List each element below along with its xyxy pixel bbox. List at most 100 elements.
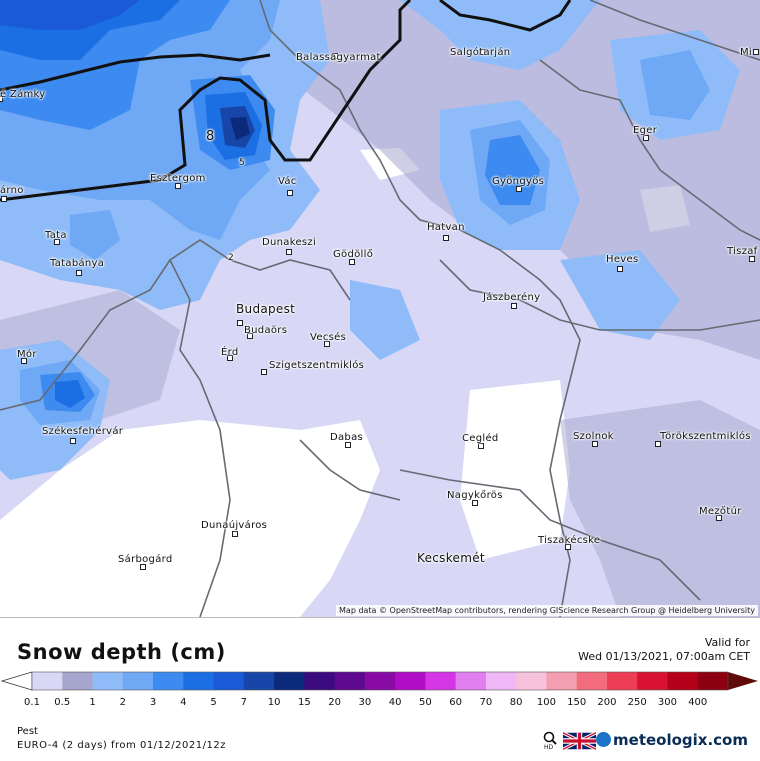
city-label[interactable]: Dunaújváros (201, 520, 268, 531)
city-label[interactable]: Vecsés (310, 332, 347, 343)
city-marker (227, 355, 233, 361)
scale-color-bin (667, 672, 699, 690)
contour-value-label: 8 (206, 129, 215, 144)
scale-tick-label: 0.1 (24, 697, 40, 708)
scale-tick-label: 3 (149, 697, 157, 708)
city-label[interactable]: Salgótarján (450, 47, 511, 58)
scale-tick-label: 4 (180, 697, 187, 708)
city-marker (70, 438, 76, 444)
valid-for-label: Valid for (704, 636, 750, 649)
scale-tick-label: 40 (388, 697, 402, 708)
brand-name: meteologix.com (613, 731, 748, 749)
contour-value-label: 2 (228, 253, 235, 263)
city-label[interactable]: Mór (17, 349, 37, 360)
city-label[interactable]: Sárbogárd (118, 554, 173, 565)
city-label[interactable]: Budapest (236, 302, 296, 316)
scale-tick-label: 7 (240, 697, 247, 708)
city-label[interactable]: Tiszakécske (538, 535, 601, 546)
logo-mark-icon (596, 732, 612, 747)
legend-title: Snow depth (cm) (17, 640, 226, 664)
scale-tick-label: 200 (597, 697, 617, 708)
city-marker (516, 186, 522, 192)
city-marker (261, 369, 267, 375)
scale-tick-label: 300 (657, 697, 678, 708)
city-label[interactable]: Mi (740, 47, 753, 58)
contour-value-label: 5 (239, 158, 246, 168)
scale-color-bin (606, 672, 638, 690)
city-label[interactable]: Eger (633, 125, 658, 136)
scale-color-bin (697, 672, 729, 690)
city-label[interactable]: Tiszaf (727, 246, 758, 257)
city-marker (175, 183, 181, 189)
scale-arrow-high (728, 672, 758, 690)
scale-tick-label: 100 (536, 697, 556, 708)
city-marker (472, 500, 478, 506)
city-label[interactable]: Jászberény (483, 292, 541, 303)
city-label[interactable]: Törökszentmiklós (660, 431, 751, 442)
city-label[interactable]: Kecskemét (417, 551, 485, 565)
city-label[interactable]: Érd (221, 347, 239, 358)
city-marker (286, 249, 292, 255)
city-marker (617, 266, 623, 272)
city-marker (54, 239, 60, 245)
map-attribution[interactable]: Map data © OpenStreetMap contributors, r… (336, 605, 758, 616)
city-marker (76, 270, 82, 276)
scale-color-bin (153, 672, 184, 690)
city-label[interactable]: Cegléd (462, 433, 499, 444)
scale-tick-label: 50 (419, 697, 432, 708)
scale-tick-label: 70 (479, 697, 493, 708)
city-marker (443, 235, 449, 241)
color-scale-bar (0, 671, 758, 691)
city-marker (21, 358, 27, 364)
city-label[interactable]: Szolnok (573, 431, 614, 442)
scale-tick-label: 250 (627, 697, 647, 708)
scale-tick-label: 0.5 (54, 697, 71, 708)
city-label[interactable]: Dunakeszi (262, 237, 317, 248)
scale-color-bin (183, 672, 215, 690)
city-label[interactable]: Vác (278, 176, 297, 187)
city-label[interactable]: árno (0, 185, 24, 196)
scale-color-bin (274, 672, 305, 690)
city-marker (287, 190, 293, 196)
city-label[interactable]: Gödöllő (333, 249, 374, 260)
scale-tick-label: 60 (449, 697, 463, 708)
city-label[interactable]: Tatabánya (50, 258, 105, 269)
city-label[interactable]: Heves (606, 254, 639, 265)
scale-color-bin (32, 672, 63, 690)
scale-tick-label: 400 (688, 697, 708, 708)
city-label[interactable]: Budaörs (244, 325, 288, 336)
hd-zoom-icon[interactable]: HD (543, 731, 559, 749)
map-shading (0, 0, 760, 617)
city-marker (324, 341, 330, 347)
city-marker (345, 442, 351, 448)
scale-tick-label: 10 (267, 697, 281, 708)
scale-color-bin (243, 672, 275, 690)
scale-arrow-low (0, 671, 33, 691)
city-label[interactable]: Tata (45, 230, 67, 241)
city-label[interactable]: Hatvan (427, 222, 465, 233)
city-label[interactable]: Nagykőrös (447, 490, 503, 501)
city-label[interactable]: Balassagyarmat (296, 52, 381, 63)
city-label[interactable]: Gyöngyös (492, 176, 545, 187)
city-marker (643, 135, 649, 141)
snow-depth-map[interactable]: Balassagyarmat Salgótarján Mi é Zámky Eger Es… (0, 0, 760, 617)
meteologix-logo[interactable]: meteologix.com (596, 731, 748, 749)
location-label: Pest (17, 726, 38, 737)
scale-tick-label: 150 (567, 697, 587, 708)
city-marker (1, 196, 7, 202)
scale-color-bin (334, 672, 366, 690)
city-label[interactable]: Dabas (330, 432, 364, 443)
city-label[interactable]: Esztergom (150, 173, 206, 184)
city-marker (716, 515, 722, 521)
model-run-label: EURO-4 (2 days) from 01/12/2021/12z (17, 740, 226, 751)
city-label[interactable]: Székesfehérvár (42, 426, 124, 437)
city-marker (479, 49, 485, 55)
city-marker (749, 256, 755, 262)
scale-tick-label: 2 (119, 697, 126, 708)
city-label[interactable]: Szigetszentmiklós (269, 360, 365, 371)
uk-flag-icon[interactable] (563, 732, 596, 750)
svg-text:HD: HD (544, 744, 554, 749)
city-label[interactable]: é Zámky (0, 89, 46, 100)
city-marker (511, 303, 517, 309)
city-label[interactable]: Mezőtúr (699, 506, 742, 517)
